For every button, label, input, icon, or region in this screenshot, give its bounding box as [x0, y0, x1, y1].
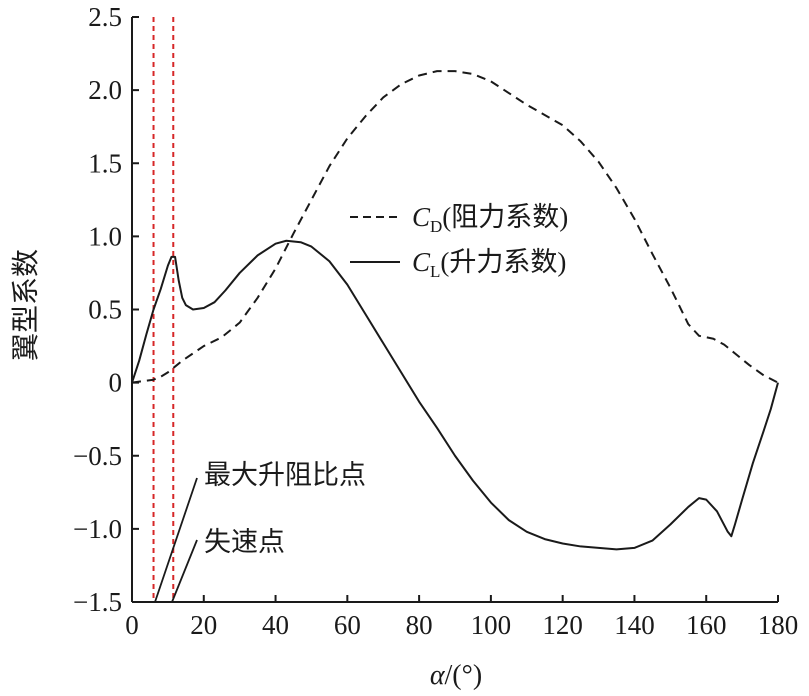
x-tick-label: 140 [614, 610, 655, 640]
y-tick-label: 0.5 [88, 295, 122, 325]
y-axis-ticks: 2.5 2.0 1.5 1.0 0.5 0 −0.5 −1.0 −1.5 [73, 2, 139, 617]
x-tick-label: 40 [262, 610, 289, 640]
y-tick-label: −0.5 [73, 441, 122, 471]
series-layer [131, 70, 779, 551]
series-line-cl [131, 239, 779, 551]
annotation-stall: 失速点 [204, 527, 285, 557]
reference-lines [152, 17, 175, 602]
legend-label-cd: CD(阻力系数) [412, 202, 568, 236]
y-tick-label: 1.5 [88, 148, 122, 178]
legend-label-cl: CL(升力系数) [412, 247, 566, 281]
y-tick-label: 0 [109, 368, 123, 398]
x-tick-label: 100 [471, 610, 512, 640]
x-tick-label: 160 [686, 610, 727, 640]
x-tick-label: 120 [542, 610, 583, 640]
x-axis-title: α/(°) [430, 660, 482, 691]
annotation-max-lift-drag: 最大升阻比点 [204, 460, 366, 490]
annotation-leader-stall [171, 539, 198, 603]
x-axis-symbol: α [430, 660, 446, 691]
y-tick-label: −1.0 [73, 514, 122, 544]
y-tick-label: 1.0 [88, 221, 122, 251]
y-tick-label: 2.0 [88, 75, 122, 105]
x-axis-ticks: 0 20 40 60 80 100 120 140 160 180 [125, 595, 798, 640]
x-tick-label: 60 [334, 610, 361, 640]
annotations: 最大升阻比点 失速点 [154, 460, 366, 603]
annotation-leader-max-lift-drag [154, 477, 198, 603]
x-axis-unit: /(°) [445, 660, 483, 691]
y-axis-title: 翼型系数 [10, 249, 42, 361]
y-tick-label: 2.5 [88, 2, 122, 32]
series-line-cd [131, 70, 779, 384]
x-tick-label: 180 [758, 610, 799, 640]
x-tick-label: 80 [406, 610, 433, 640]
x-tick-label: 20 [190, 610, 217, 640]
x-tick-label: 0 [125, 610, 139, 640]
legend: CD(阻力系数) CL(升力系数) [350, 202, 568, 281]
y-tick-label: −1.5 [73, 587, 122, 617]
